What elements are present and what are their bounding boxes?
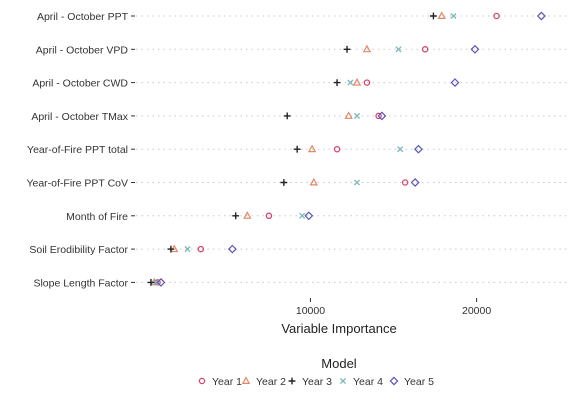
y-axis: April - October PPT April - October VPD Ap… bbox=[26, 11, 135, 289]
data-point bbox=[353, 179, 361, 186]
data-point bbox=[304, 211, 314, 221]
y-tick-label: April - October TMax bbox=[31, 111, 128, 123]
y-tick-label: Month of Fire bbox=[66, 211, 128, 223]
y-tick-label: April - October VPD bbox=[36, 44, 129, 56]
data-point bbox=[377, 111, 387, 121]
points bbox=[147, 11, 546, 287]
data-point bbox=[493, 12, 500, 20]
data-point bbox=[299, 212, 306, 219]
legend-label: Year 4 bbox=[353, 376, 383, 388]
data-point bbox=[227, 244, 237, 254]
y-tick-label: Year-of-Fire PPT CoV bbox=[26, 178, 128, 190]
data-point bbox=[353, 112, 361, 119]
data-point bbox=[232, 212, 240, 220]
y-tick-label: Soil Erodibility Factor bbox=[29, 244, 128, 256]
data-point bbox=[156, 277, 166, 287]
legend-marker bbox=[389, 376, 399, 386]
data-point bbox=[421, 46, 429, 53]
data-point bbox=[375, 112, 382, 120]
y-tick-label: April - October PPT bbox=[37, 11, 129, 23]
data-point bbox=[430, 12, 437, 20]
data-point bbox=[243, 211, 252, 219]
data-point bbox=[410, 178, 420, 187]
data-point bbox=[450, 12, 457, 20]
data-point bbox=[401, 179, 409, 186]
x-axis-label: Variable Importance bbox=[281, 321, 396, 336]
data-point bbox=[152, 279, 159, 286]
data-point bbox=[167, 245, 175, 253]
data-point bbox=[309, 177, 319, 186]
legend-marker bbox=[198, 377, 206, 385]
x-axis: 10000 20000 bbox=[296, 298, 491, 317]
data-point bbox=[333, 145, 341, 153]
data-point bbox=[397, 146, 404, 153]
data-point bbox=[395, 46, 402, 53]
gridlines bbox=[136, 15, 568, 283]
data-point bbox=[344, 111, 353, 119]
legend-label: Year 3 bbox=[302, 376, 332, 388]
data-point bbox=[352, 77, 362, 86]
y-tick-label: Year-of-Fire PPT total bbox=[27, 144, 128, 156]
data-point bbox=[343, 45, 351, 53]
legend-marker bbox=[339, 377, 347, 385]
legend-label: Year 2 bbox=[256, 376, 286, 388]
data-point bbox=[280, 179, 288, 186]
legend-label: Year 5 bbox=[404, 376, 434, 388]
y-tick-label: April - October CWD bbox=[32, 78, 128, 90]
data-point bbox=[265, 212, 273, 220]
data-point bbox=[363, 79, 371, 86]
data-point bbox=[470, 44, 480, 54]
data-point bbox=[283, 112, 291, 120]
data-point bbox=[147, 279, 155, 286]
y-tick-label: Slope Length Factor bbox=[33, 277, 128, 289]
x-tick-label: 20000 bbox=[462, 305, 491, 317]
data-point bbox=[184, 246, 191, 253]
data-point bbox=[197, 245, 205, 253]
legend-marker bbox=[241, 376, 251, 384]
legend-label: Year 1 bbox=[212, 376, 242, 388]
data-point bbox=[307, 144, 317, 153]
data-point bbox=[362, 44, 372, 53]
legend-marker bbox=[288, 377, 296, 385]
legend-title: Model bbox=[321, 356, 357, 371]
data-point bbox=[333, 79, 341, 86]
data-point bbox=[293, 145, 301, 153]
x-tick-label: 10000 bbox=[296, 305, 325, 317]
data-point bbox=[414, 144, 423, 154]
data-point bbox=[536, 11, 546, 21]
data-point bbox=[437, 11, 446, 19]
data-point bbox=[450, 78, 460, 88]
data-point bbox=[347, 79, 354, 86]
legend: Model Year 1 Year 2 Year 3 Year 4 Year 5 bbox=[198, 356, 434, 388]
